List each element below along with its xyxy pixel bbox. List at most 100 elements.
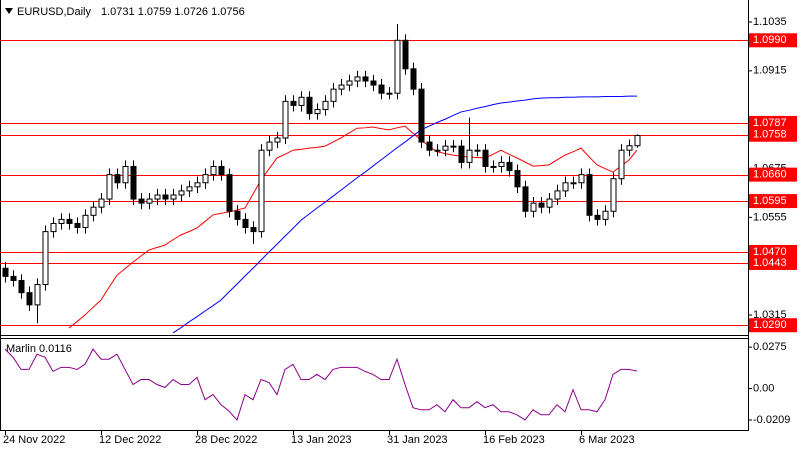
candle-body	[282, 100, 289, 139]
chart-title: EURUSD,Daily	[17, 6, 91, 18]
y-tick-label: 1.0555	[753, 211, 787, 223]
menu-triangle	[5, 8, 13, 14]
y-tick-label: -0.0209	[753, 414, 790, 426]
candle-body	[122, 165, 129, 184]
candle-body	[530, 202, 537, 212]
level-label-bg	[749, 127, 797, 142]
candle-body	[402, 39, 409, 70]
candle-body	[378, 84, 385, 94]
candle-body	[10, 275, 17, 281]
candle-body	[186, 186, 193, 192]
x-tick-label: 16 Feb 2023	[483, 434, 545, 446]
candle-body	[42, 231, 49, 286]
candle-body	[90, 206, 97, 216]
candle-body	[546, 198, 553, 208]
candle-body	[258, 149, 265, 233]
candle-body	[170, 194, 177, 200]
candle-body	[626, 145, 633, 151]
candle-body	[418, 88, 425, 143]
candle-body	[226, 174, 233, 212]
candle-body	[194, 182, 201, 188]
candle-body	[250, 227, 257, 233]
candle-body	[362, 76, 369, 82]
x-tick-label: 24 Nov 2022	[3, 434, 65, 446]
x-tick-label: 12 Dec 2022	[99, 434, 161, 446]
y-tick-label: 0.0275	[753, 341, 787, 353]
candle-body	[594, 214, 601, 220]
candle-body	[66, 218, 73, 224]
candle-body	[50, 222, 57, 233]
candle-body	[306, 96, 313, 115]
level-label-bg	[749, 244, 797, 259]
x-tick-label: 28 Dec 2022	[195, 434, 257, 446]
candle-body	[618, 149, 625, 180]
candle-body	[298, 96, 305, 106]
candle-body	[218, 165, 225, 176]
level-label: 1.0470	[753, 246, 787, 258]
candle-body	[34, 284, 41, 306]
level-label-bg	[749, 255, 797, 270]
candle-body	[82, 214, 89, 229]
candle-body	[2, 267, 9, 277]
candle-body	[314, 108, 321, 115]
candle-body	[290, 100, 297, 106]
candle-body	[98, 198, 105, 208]
candle-body	[210, 165, 217, 176]
candle-body	[554, 190, 561, 200]
level-label-bg	[749, 33, 797, 48]
candle-body	[58, 218, 65, 224]
level-label: 1.0443	[753, 257, 787, 269]
candle-body	[386, 92, 393, 95]
level-label: 1.0787	[753, 117, 787, 129]
candle-body	[330, 88, 337, 102]
candle-body	[18, 279, 25, 294]
candle-body	[274, 137, 281, 143]
candle-body	[146, 198, 153, 204]
candle-body	[162, 194, 169, 200]
candle-body	[458, 145, 465, 163]
candle-body	[202, 174, 209, 184]
moving-average	[172, 95, 637, 334]
candle-body	[442, 145, 449, 151]
indicator-line	[4, 348, 638, 421]
y-tick-label: 1.0315	[753, 309, 787, 321]
candle-body	[138, 198, 145, 204]
y-tick-label: 0.00	[753, 382, 774, 394]
level-label: 1.0290	[753, 319, 787, 331]
candle-body	[338, 84, 345, 90]
candle-body	[450, 145, 457, 148]
candle-body	[74, 222, 81, 229]
candle-body	[106, 174, 113, 200]
candle-body	[322, 100, 329, 110]
candle-body	[562, 182, 569, 192]
candle-body	[482, 149, 489, 167]
candle-body	[506, 161, 513, 172]
level-label: 1.0660	[753, 169, 787, 181]
level-label: 1.0990	[753, 34, 787, 46]
candle-body	[434, 149, 441, 152]
y-tick-label: 1.0915	[753, 65, 787, 77]
level-label: 1.0595	[753, 195, 787, 207]
indicator-title: Marlin 0.0116	[6, 343, 72, 355]
y-tick-label: 1.1035	[753, 16, 787, 28]
moving-average	[68, 125, 638, 329]
candle-body	[602, 210, 609, 220]
candle-body	[234, 210, 241, 220]
candle-body	[578, 174, 585, 184]
candle-body	[474, 149, 481, 152]
candle-body	[498, 161, 505, 167]
candle-body	[570, 182, 577, 185]
candle-body	[26, 292, 33, 306]
candle-body	[242, 218, 249, 229]
candle-body	[114, 174, 121, 184]
candle-body	[522, 186, 529, 212]
candle-body	[154, 194, 161, 200]
level-label: 1.0758	[753, 129, 787, 141]
level-label-bg	[749, 194, 797, 209]
chart-subtitle: 1.0731 1.0759 1.0726 1.0756	[101, 6, 245, 18]
candle-body	[178, 190, 185, 196]
candle-body	[466, 149, 473, 163]
